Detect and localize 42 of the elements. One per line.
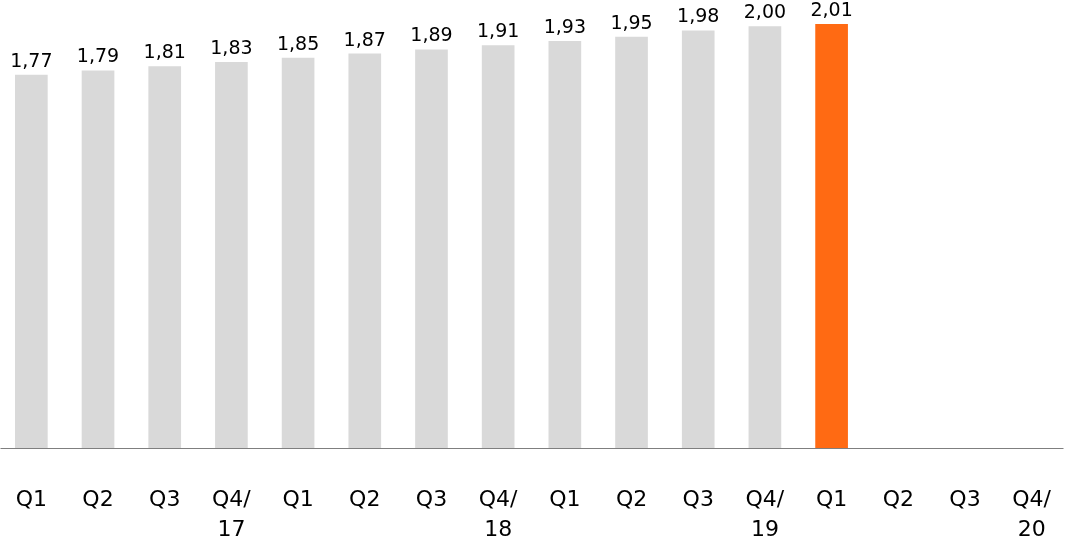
bar bbox=[215, 62, 248, 448]
data-label: 1,91 bbox=[477, 19, 520, 42]
x-tick-label: Q4/ 18 bbox=[478, 485, 519, 541]
x-tick-label: Q1 bbox=[815, 485, 848, 511]
data-label: 1,95 bbox=[610, 10, 653, 33]
data-label: 1,83 bbox=[210, 36, 253, 59]
x-tick-label: Q4/ 17 bbox=[212, 485, 252, 541]
x-tick-label: Q2 bbox=[349, 485, 381, 511]
bar bbox=[281, 57, 315, 448]
data-label: 2,00 bbox=[743, 0, 787, 23]
data-label: 1,85 bbox=[276, 31, 320, 54]
bar bbox=[481, 45, 515, 448]
x-tick-label: Q3 bbox=[415, 485, 448, 511]
x-tick-label: Q1 bbox=[15, 485, 48, 511]
x-tick-label: Q4/ 20 bbox=[1012, 485, 1052, 541]
data-label: 1,89 bbox=[410, 23, 453, 46]
bar bbox=[548, 40, 582, 448]
data-label: 1,79 bbox=[76, 44, 120, 67]
bar bbox=[415, 49, 448, 448]
x-tick-label: Q2 bbox=[615, 485, 648, 511]
x-tick-label: Q3 bbox=[949, 485, 981, 511]
x-tick-label: Q1 bbox=[549, 485, 581, 511]
bar bbox=[348, 53, 382, 448]
x-tick-label: Q4/ 19 bbox=[745, 485, 785, 541]
bar bbox=[748, 26, 782, 448]
data-label: 1,98 bbox=[677, 4, 720, 27]
data-label: 2,01 bbox=[810, 0, 853, 21]
x-tick-label: Q2 bbox=[82, 485, 114, 511]
x-tick-label: Q2 bbox=[882, 485, 914, 511]
bar bbox=[681, 30, 715, 448]
x-tick-label: Q3 bbox=[149, 485, 181, 511]
data-label: 1,77 bbox=[10, 48, 53, 71]
bar bbox=[615, 36, 648, 448]
x-tick-label: Q1 bbox=[282, 485, 314, 511]
data-label: 1,87 bbox=[343, 27, 386, 50]
data-label: 1,93 bbox=[543, 14, 586, 37]
bar bbox=[15, 74, 48, 448]
bar bbox=[815, 24, 848, 448]
bar bbox=[148, 66, 182, 448]
x-tick-label: Q3 bbox=[682, 485, 714, 511]
data-label: 1,81 bbox=[143, 40, 186, 63]
bar bbox=[81, 70, 115, 448]
